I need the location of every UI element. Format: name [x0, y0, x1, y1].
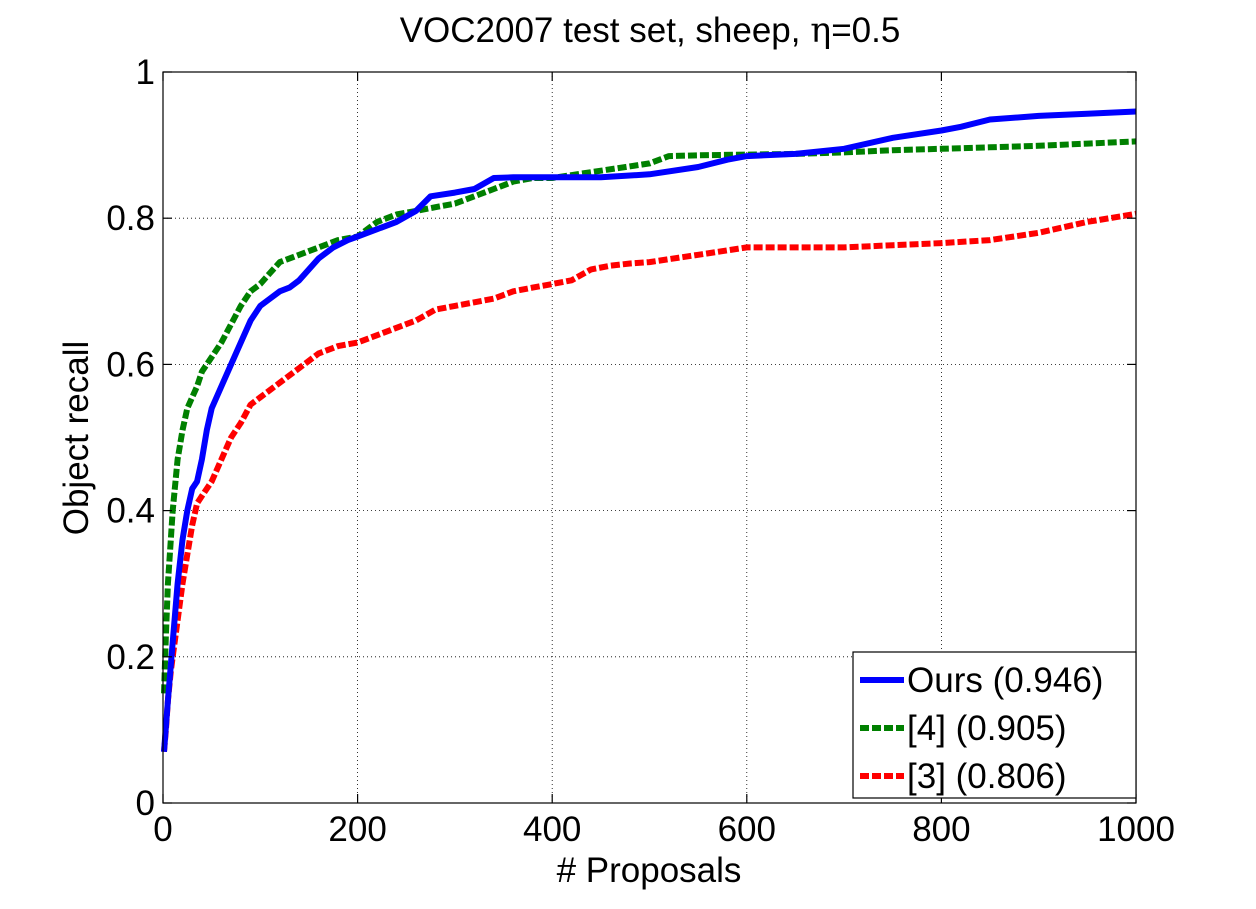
series-line-0 [161, 108, 1137, 753]
ticks: 0 200 400 600 800 1000 0 0.2 0.4 0.6 0.8 1 [106, 53, 1175, 849]
x-tick-label: 600 [718, 810, 776, 849]
legend-label: [4] (0.905) [907, 709, 1067, 748]
x-tick-label: 800 [912, 810, 970, 849]
x-axis-label: # Proposals [557, 851, 742, 890]
y-tick-label: 1 [136, 53, 155, 92]
y-tick-label: 0 [136, 784, 155, 823]
x-tick-label: 400 [523, 810, 581, 849]
y-tick-label: 0.6 [106, 345, 155, 384]
x-tick-label: 0 [153, 810, 172, 849]
legend-label: Ours (0.946) [907, 661, 1103, 700]
y-tick-label: 0.8 [106, 199, 155, 238]
x-tick-label: 1000 [1097, 810, 1175, 849]
plot-border [162, 71, 1137, 804]
series-line-2 [161, 210, 1137, 753]
legend: Ours (0.946) [4] (0.905) [3] (0.806) [852, 651, 1137, 799]
y-tick-label: 0.2 [106, 638, 155, 677]
chart-title: VOC2007 test set, sheep, η=0.5 [400, 11, 901, 51]
series-layer [161, 108, 1137, 753]
legend-label: [3] (0.806) [907, 757, 1067, 796]
y-axis-label: Object recall [57, 341, 96, 536]
series-line-1 [161, 138, 1137, 694]
y-tick-label: 0.4 [106, 492, 155, 531]
x-tick-label: 200 [328, 810, 386, 849]
